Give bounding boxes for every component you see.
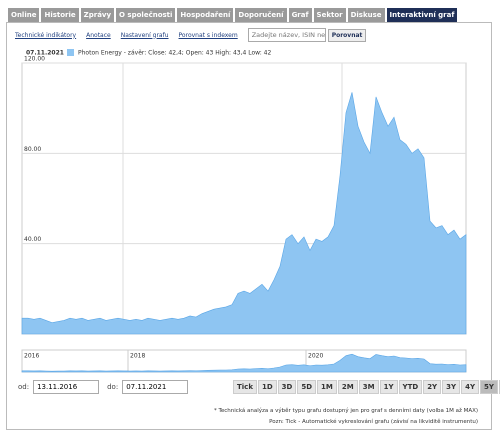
tab-active[interactable]: Interaktivní graf bbox=[386, 8, 458, 22]
link[interactable]: Anotace bbox=[86, 31, 111, 39]
date-range: od: 13.11.2016 do: 07.11.2021 bbox=[18, 380, 189, 394]
link[interactable]: Technické indikátory bbox=[15, 31, 77, 39]
from-label: od: bbox=[18, 383, 30, 391]
legend-label: Photon Energy - závěr: Close: 42,4; Open… bbox=[78, 50, 271, 57]
y-tick-label: 120.00 bbox=[24, 56, 45, 63]
area bbox=[21, 92, 467, 335]
nav-label: 2018 bbox=[130, 353, 145, 360]
to-input[interactable]: 07.11.2021 bbox=[122, 380, 189, 394]
range-button[interactable]: 1D bbox=[257, 380, 277, 394]
range-button[interactable]: 2M bbox=[337, 380, 358, 394]
search-input[interactable]: Zadejte název, ISIN nebo bbox=[247, 28, 326, 42]
tab[interactable]: O společnosti bbox=[116, 8, 176, 22]
range-button[interactable]: 4Y bbox=[461, 380, 480, 394]
tab[interactable]: Zprávy bbox=[80, 8, 115, 22]
tab[interactable]: Hospodaření bbox=[177, 8, 234, 22]
navigator-area bbox=[21, 353, 467, 373]
chart-date: 07.11.2021 bbox=[26, 50, 64, 57]
footnote: * Technická analýza a výběr typu grafu d… bbox=[213, 408, 478, 414]
from-input[interactable]: 13.11.2016 bbox=[33, 380, 100, 394]
range-button[interactable]: 3Y bbox=[442, 380, 461, 394]
to-label: do: bbox=[107, 383, 119, 391]
range-button[interactable]: 5Y bbox=[480, 380, 498, 394]
tab[interactable]: Online bbox=[8, 8, 40, 22]
tab[interactable]: Doporučení bbox=[235, 8, 287, 22]
range-button[interactable]: 3D bbox=[277, 380, 297, 394]
tab[interactable]: Sektor bbox=[313, 8, 346, 22]
y-tick-label: 40.00 bbox=[24, 236, 41, 243]
range-button[interactable]: YTD bbox=[398, 380, 423, 394]
range-button[interactable]: 1Y bbox=[379, 380, 398, 394]
panel bbox=[6, 22, 492, 430]
range-button[interactable]: 2Y bbox=[423, 380, 442, 394]
tabs: Online Historie Zprávy O společnosti Hos… bbox=[8, 8, 458, 22]
footnote: Pozn: Tick - Automatické vykreslování gr… bbox=[269, 419, 478, 425]
range-buttons: Tick1D3D5D1M2M3M1YYTD2Y3Y4Y5YMax bbox=[233, 380, 500, 394]
y-tick-label: 80.00 bbox=[24, 146, 41, 153]
range-button[interactable]: Tick bbox=[233, 380, 257, 394]
range-button[interactable]: 3M bbox=[358, 380, 379, 394]
tab[interactable]: Historie bbox=[41, 8, 79, 22]
range-button[interactable]: 5D bbox=[297, 380, 317, 394]
nav-label: 2020 bbox=[308, 353, 323, 360]
tab[interactable]: Diskuse bbox=[347, 8, 385, 22]
link[interactable]: Nastavení grafu bbox=[120, 31, 169, 39]
range-button[interactable]: 1M bbox=[317, 380, 337, 394]
link[interactable]: Porovnat s indexem bbox=[178, 31, 238, 39]
legend-swatch bbox=[67, 49, 74, 56]
toolbar: Technické indikátory Anotace Nastavení g… bbox=[15, 28, 367, 42]
nav-label: 2016 bbox=[24, 353, 39, 360]
tab[interactable]: Graf bbox=[288, 8, 312, 22]
compare-button[interactable]: Porovnat bbox=[327, 28, 367, 42]
